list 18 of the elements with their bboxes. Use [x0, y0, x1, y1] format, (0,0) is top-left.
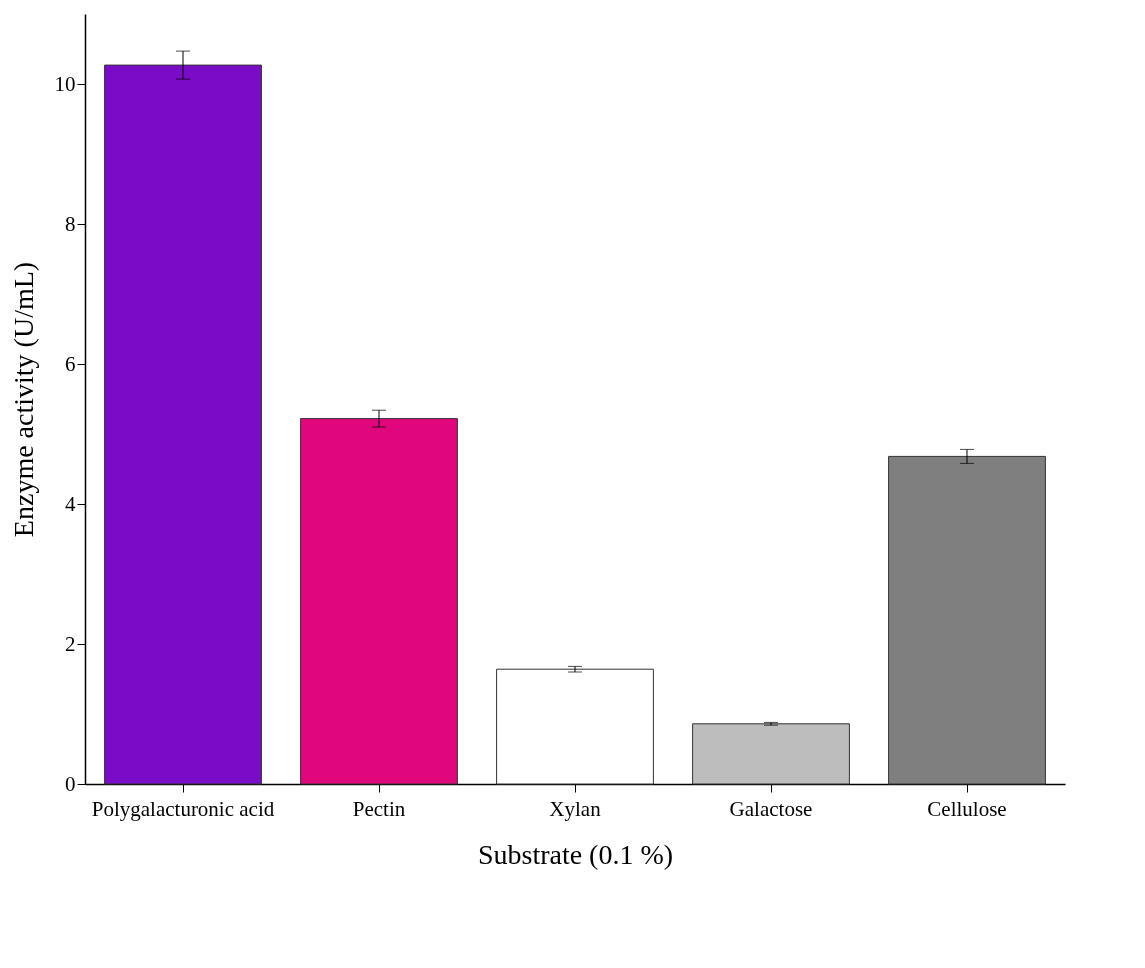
x-axis-title: Substrate (0.1 %): [477, 838, 674, 870]
x-tick-label: Xylan: [549, 796, 602, 821]
y-axis-title: Enzyme activity (U/mL): [7, 261, 39, 538]
bar: [104, 64, 262, 785]
x-tick-label: Galactose: [729, 796, 813, 821]
y-tick-label: 0: [65, 771, 76, 796]
y-tick-label: 4: [65, 491, 76, 516]
x-tick-label: Polygalacturonic acid: [91, 796, 275, 821]
bar: [692, 723, 850, 785]
bar: [888, 455, 1046, 785]
x-tick-label: Pectin: [352, 796, 406, 821]
bar: [300, 418, 458, 785]
y-tick-label: 10: [54, 71, 76, 96]
x-tick-label: Cellulose: [927, 796, 1007, 821]
bar: [496, 668, 654, 785]
y-tick-label: 6: [65, 351, 76, 376]
y-tick-label: 2: [65, 631, 76, 656]
y-tick-label: 8: [65, 211, 76, 236]
